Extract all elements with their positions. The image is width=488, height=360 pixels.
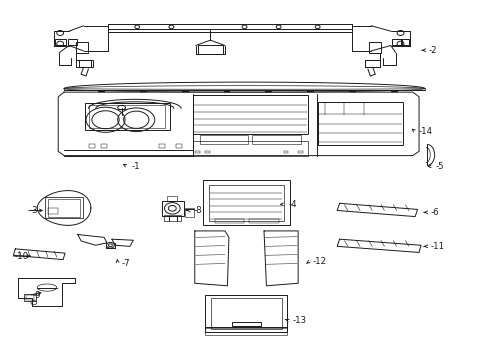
Bar [47,199,80,217]
Bar [400,40,408,45]
Text: -12: -12 [312,257,326,266]
Text: -2: -2 [428,46,437,55]
Text: -4: -4 [288,200,296,209]
Text: -3: -3 [30,206,39,215]
Bar [193,95,307,134]
Bar [391,40,402,45]
Text: -8: -8 [193,206,202,215]
Bar [101,144,106,148]
Bar [211,298,281,329]
Bar [176,144,182,148]
Bar [205,150,210,153]
Text: -1: -1 [131,162,140,171]
Bar [26,296,34,300]
Bar [249,220,278,223]
Bar [76,42,88,53]
Bar [184,208,193,217]
Bar [205,328,287,335]
Bar [48,208,58,214]
Bar [283,150,288,153]
Bar [368,42,380,53]
Bar [317,102,402,145]
Bar [298,150,303,153]
Bar [24,294,36,301]
Bar [365,60,379,67]
Bar [215,220,244,223]
Text: -9: -9 [32,291,41,300]
Bar [84,103,169,130]
Bar [161,201,183,216]
Text: -13: -13 [292,316,306,325]
Bar [203,180,289,225]
Bar [209,185,283,221]
Bar [205,295,287,332]
Bar [198,45,222,54]
Bar [44,197,82,219]
Bar [193,141,307,156]
Text: -7: -7 [122,259,130,268]
Bar [55,40,66,45]
Bar [199,135,248,144]
Text: -6: -6 [430,208,439,217]
Bar [159,144,164,148]
Text: -10: -10 [14,252,28,261]
Text: -5: -5 [435,162,444,171]
Bar [89,144,95,148]
Text: -14: -14 [418,127,432,136]
Bar [232,322,260,326]
Bar [89,105,164,128]
Bar [194,150,199,153]
Text: -11: -11 [430,242,444,251]
Bar [167,197,177,201]
Bar [251,135,300,144]
Bar [163,215,181,221]
Bar [68,40,77,45]
Bar [79,60,93,67]
